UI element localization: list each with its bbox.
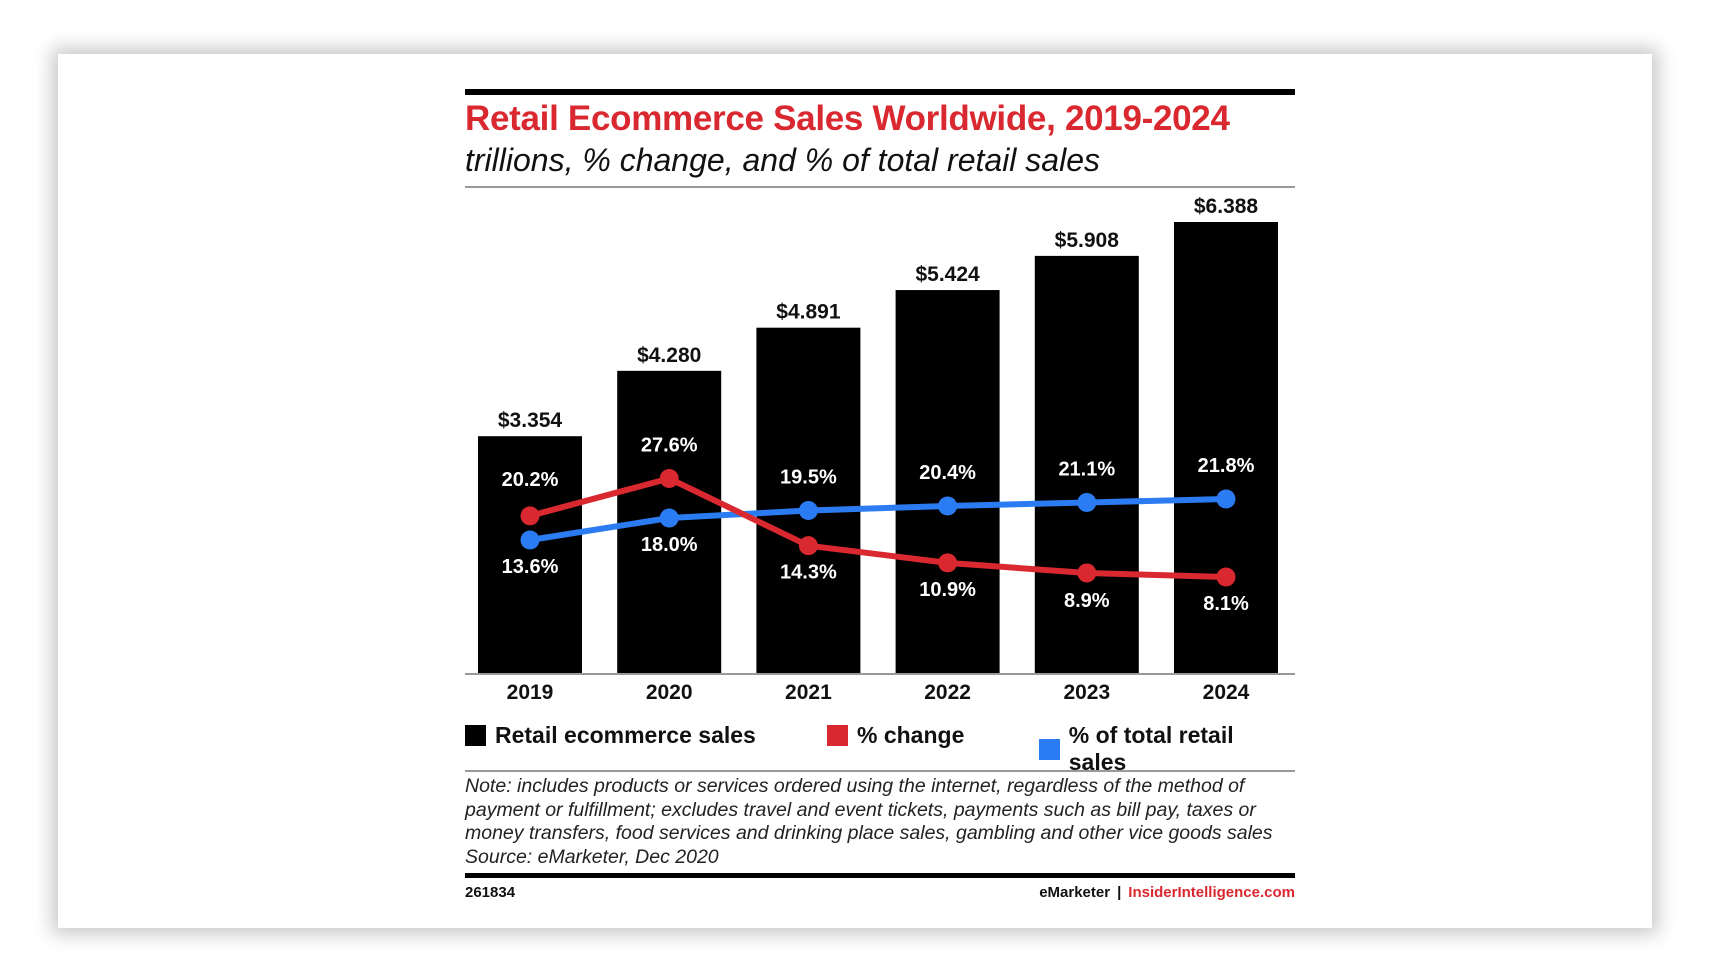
change-value-label: 27.6% bbox=[641, 435, 698, 457]
bar-2021 bbox=[756, 327, 861, 673]
change-value-label: 10.9% bbox=[919, 579, 976, 601]
bar-value-label: $3.354 bbox=[498, 409, 563, 432]
legend-label-share: % of total retail sales bbox=[1068, 722, 1234, 775]
chart-title: Retail Ecommerce Sales Worldwide, 2019-2… bbox=[465, 99, 1230, 138]
point-change-2023 bbox=[1077, 563, 1097, 583]
point-change-2022 bbox=[938, 553, 958, 573]
source-text: Source: eMarketer, Dec 2020 bbox=[465, 845, 719, 868]
bar-2022 bbox=[895, 290, 1000, 673]
top-rule bbox=[465, 89, 1295, 95]
legend-item-change: % change bbox=[827, 722, 964, 749]
bar-2024 bbox=[1174, 222, 1278, 673]
legend-swatch-sales bbox=[465, 725, 486, 746]
bottom-rule bbox=[465, 873, 1295, 878]
legend-item-sales: Retail ecommerce sales bbox=[465, 722, 756, 749]
x-tick-label: 2022 bbox=[924, 681, 971, 704]
x-tick-label: 2020 bbox=[646, 681, 693, 704]
share-value-label: 21.1% bbox=[1058, 459, 1115, 481]
change-value-label: 8.9% bbox=[1064, 590, 1110, 612]
x-tick-label: 2019 bbox=[507, 681, 554, 704]
x-tick-label: 2023 bbox=[1063, 681, 1110, 704]
chart-id: 261834 bbox=[465, 884, 516, 901]
point-share-2021 bbox=[798, 501, 818, 520]
bar-2023 bbox=[1034, 255, 1139, 673]
plot-area: $3.354 2019 $4.280 2020 $4.891 2021 $5.424 2022… bbox=[465, 195, 1295, 704]
legend-label-sales: Retail ecommerce sales bbox=[495, 722, 756, 748]
x-tick-label: 2024 bbox=[1203, 681, 1250, 704]
share-value-label: 18.0% bbox=[641, 534, 698, 556]
point-share-2022 bbox=[938, 496, 958, 516]
legend-swatch-change bbox=[827, 725, 848, 746]
point-share-2019 bbox=[520, 530, 540, 550]
chart: Retail Ecommerce Sales Worldwide, 2019-2… bbox=[465, 89, 1295, 909]
bar-value-label: $6.388 bbox=[1194, 195, 1259, 218]
share-value-label: 19.5% bbox=[780, 467, 837, 489]
note-rule bbox=[465, 770, 1295, 772]
brand-separator: | bbox=[1117, 884, 1122, 901]
legend-item-share: % of total retail sales bbox=[1039, 722, 1295, 776]
legend: Retail ecommerce sales % change % of tot… bbox=[465, 722, 1295, 775]
point-change-2021 bbox=[798, 536, 818, 556]
point-share-2023 bbox=[1077, 493, 1097, 512]
change-value-label: 14.3% bbox=[780, 562, 837, 584]
legend-swatch-share bbox=[1039, 738, 1060, 760]
bar-value-label: $5.424 bbox=[915, 263, 980, 286]
change-value-label: 20.2% bbox=[502, 469, 559, 491]
bar-value-label: $4.891 bbox=[776, 301, 841, 324]
brand-name: eMarketer bbox=[1039, 884, 1111, 901]
x-tick-label: 2021 bbox=[785, 681, 832, 704]
chart-subtitle: trillions, % change, and % of total reta… bbox=[465, 142, 1100, 178]
point-change-2020 bbox=[659, 469, 679, 488]
line-share-of-total bbox=[527, 496, 1229, 543]
point-share-2020 bbox=[659, 508, 679, 528]
bar-2019 bbox=[478, 436, 582, 673]
chart-note: Note: includes products or services orde… bbox=[465, 775, 1295, 869]
share-value-label: 20.4% bbox=[919, 462, 976, 484]
point-change-2024 bbox=[1216, 567, 1236, 587]
bar-value-label: $4.280 bbox=[637, 344, 701, 367]
change-value-label: 8.1% bbox=[1203, 593, 1249, 615]
bar-value-label: $5.908 bbox=[1055, 229, 1120, 252]
footer-brand: eMarketer | InsiderIntelligence.com bbox=[1039, 884, 1295, 901]
share-value-label: 13.6% bbox=[502, 556, 559, 578]
share-value-label: 21.8% bbox=[1198, 455, 1255, 477]
title-rule bbox=[465, 186, 1295, 188]
legend-label-change: % change bbox=[857, 722, 965, 748]
note-text: Note: includes products or services orde… bbox=[465, 775, 1273, 844]
point-change-2019 bbox=[520, 506, 540, 526]
line-percent-change bbox=[527, 475, 1229, 580]
site-link[interactable]: InsiderIntelligence.com bbox=[1128, 884, 1295, 901]
point-share-2024 bbox=[1216, 489, 1236, 509]
